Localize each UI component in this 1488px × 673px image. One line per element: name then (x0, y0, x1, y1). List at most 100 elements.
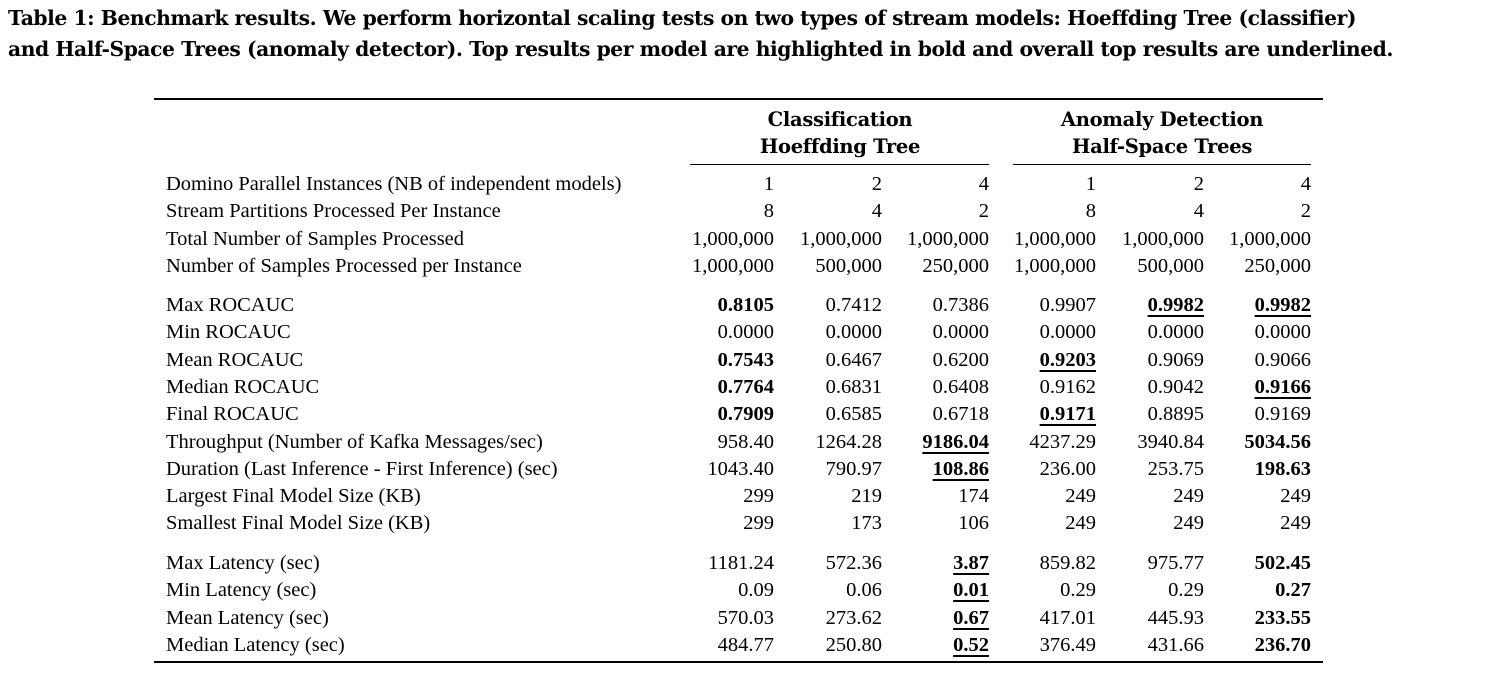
table-cell: 0.9203 (1039, 348, 1096, 371)
group-rule-classification (690, 164, 989, 165)
table-cell: 249 (1173, 485, 1204, 508)
table-cell: 250,000 (1244, 254, 1311, 277)
table-cell: 502.45 (1254, 552, 1311, 574)
table-cell: 249 (1065, 485, 1096, 508)
row-label: Min Latency (sec) (166, 579, 317, 602)
table-cell: 0.9066 (1254, 348, 1311, 371)
table-cell: 4 (871, 200, 882, 223)
table-cell: 570.03 (717, 606, 774, 629)
table-cell: 0.9042 (1147, 375, 1204, 398)
bottom-rule (154, 661, 1323, 663)
table-cell: 2 (871, 173, 882, 195)
table-cell: 0.7543 (717, 348, 774, 371)
table-cell: 975.77 (1147, 552, 1204, 574)
group-header-classification: Classification Hoeffding Tree (690, 106, 990, 160)
table-cell: 445.93 (1147, 606, 1204, 629)
table-cell: 0.9169 (1254, 403, 1311, 426)
row-label: Number of Samples Processed per Instance (166, 254, 522, 277)
table-cell: 249 (1280, 485, 1311, 508)
table-cell: 0.29 (1060, 579, 1096, 602)
table-cell: 1,000,000 (1229, 227, 1311, 250)
table-cell: 0.9171 (1039, 403, 1096, 426)
table-cell: 0.9982 (1254, 294, 1311, 316)
table-cell: 8 (763, 200, 774, 223)
table-cell: 0.9166 (1254, 375, 1311, 398)
table-cell: 484.77 (717, 633, 774, 656)
table-cell: 1,000,000 (1014, 254, 1096, 277)
table-cell: 0.9069 (1147, 348, 1204, 371)
table-cell: 572.36 (825, 552, 882, 574)
table-cell: 0.0000 (717, 321, 774, 344)
table-cell: 0.7412 (825, 294, 882, 316)
table-caption: Table 1: Benchmark results. We perform h… (8, 3, 1484, 65)
row-label: Mean ROCAUC (166, 348, 304, 371)
table-cell: 253.75 (1147, 457, 1204, 480)
table-cell: 0.9162 (1039, 375, 1096, 398)
row-label: Largest Final Model Size (KB) (166, 485, 421, 508)
table-cell: 5034.56 (1244, 430, 1311, 453)
row-label: Total Number of Samples Processed (166, 227, 465, 250)
row-label: Median Latency (sec) (166, 633, 345, 656)
table-cell: 0.0000 (1039, 321, 1096, 344)
table-cell: 249 (1173, 512, 1204, 535)
table-cell: 8 (1085, 200, 1096, 223)
table-cell: 250.80 (825, 633, 882, 656)
table-cell: 4 (1193, 200, 1204, 223)
table-cell: 3.87 (953, 552, 989, 574)
table-cell: 299 (743, 512, 774, 535)
table-cell: 299 (743, 485, 774, 508)
caption-line-2: and Half-Space Trees (anomaly detector).… (8, 37, 1394, 61)
table-cell: 173 (851, 512, 882, 535)
table-cell: 0.0000 (1254, 321, 1311, 344)
table-cell: 0.6200 (932, 348, 989, 371)
table-cell: 0.8895 (1147, 403, 1204, 426)
table-cell: 0.06 (846, 579, 882, 602)
table-cell: 859.82 (1039, 552, 1096, 574)
table-cell: 1,000,000 (1014, 227, 1096, 250)
row-label: Duration (Last Inference - First Inferen… (166, 457, 558, 480)
table-cell: 174 (958, 485, 989, 508)
row-label: Stream Partitions Processed Per Instance (166, 200, 501, 223)
table-cell: 958.40 (717, 430, 774, 453)
table-cell: 417.01 (1039, 606, 1096, 629)
table-cell: 0.29 (1168, 579, 1204, 602)
table-cell: 0.0000 (825, 321, 882, 344)
table-cell: 0.6831 (825, 375, 882, 398)
table-cell: 1181.24 (708, 552, 774, 574)
table-cell: 198.63 (1254, 457, 1311, 480)
table-cell: 249 (1280, 512, 1311, 535)
table-cell: 376.49 (1039, 633, 1096, 656)
table-cell: 4 (978, 173, 989, 195)
table-cell: 0.0000 (1147, 321, 1204, 344)
table-cell: 108.86 (932, 457, 989, 480)
table-cell: 0.7909 (717, 403, 774, 426)
table-cell: 0.6718 (932, 403, 989, 426)
table-cell: 0.67 (953, 606, 989, 629)
table-cell: 1264.28 (815, 430, 882, 453)
caption-line-1: Table 1: Benchmark results. We perform h… (8, 6, 1357, 30)
table-cell: 1 (1085, 173, 1096, 195)
row-label: Throughput (Number of Kafka Messages/sec… (166, 430, 543, 453)
table-cell: 236.00 (1039, 457, 1096, 480)
row-label: Domino Parallel Instances (NB of indepen… (166, 173, 622, 195)
table-cell: 273.62 (825, 606, 882, 629)
table-cell: 1043.40 (707, 457, 774, 480)
row-label: Min ROCAUC (166, 321, 291, 344)
table-cell: 2 (978, 200, 989, 223)
table-cell: 0.01 (953, 579, 989, 602)
table-cell: 0.6585 (825, 403, 882, 426)
group-header-line: Half-Space Trees (1071, 135, 1253, 158)
table-cell: 0.0000 (932, 321, 989, 344)
table-cell: 4 (1300, 173, 1311, 195)
table-cell: 4237.29 (1029, 430, 1096, 453)
table-cell: 106 (958, 512, 989, 535)
row-label: Mean Latency (sec) (166, 606, 329, 629)
group-header-anomaly: Anomaly Detection Half-Space Trees (1012, 106, 1312, 160)
row-label: Max Latency (sec) (166, 552, 320, 574)
table-cell: 431.66 (1147, 633, 1204, 656)
table-cell: 249 (1065, 512, 1096, 535)
table-cell: 219 (851, 485, 882, 508)
table-cell: 0.52 (953, 633, 989, 656)
table-cell: 790.97 (825, 457, 882, 480)
table-cell: 2 (1193, 173, 1204, 195)
